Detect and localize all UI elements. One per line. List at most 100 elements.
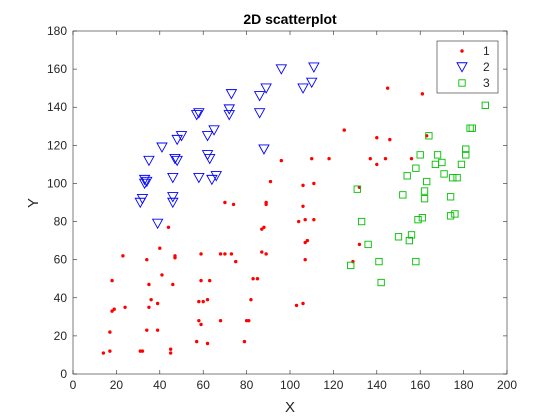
- data-point: [208, 278, 212, 283]
- data-point: [168, 347, 173, 351]
- data-point: [357, 242, 362, 247]
- data-point: [171, 282, 175, 287]
- data-point: [357, 217, 366, 226]
- y-tick-label: 160: [47, 62, 67, 76]
- data-point: [194, 339, 199, 344]
- data-point: [206, 174, 218, 186]
- data-point: [110, 278, 114, 283]
- data-point: [420, 187, 429, 195]
- legend-marker: [458, 79, 466, 87]
- x-tick-label: 160: [410, 378, 430, 392]
- data-point: [420, 92, 425, 96]
- data-point: [462, 151, 470, 159]
- data-point: [199, 252, 203, 256]
- data-point: [416, 151, 424, 159]
- data-point: [253, 91, 266, 102]
- x-tick-label: 140: [367, 378, 387, 392]
- data-point: [160, 273, 164, 277]
- data-point: [231, 202, 236, 207]
- data-point: [208, 125, 220, 136]
- data-point: [158, 246, 162, 250]
- data-point: [468, 124, 476, 132]
- series-2: [134, 62, 320, 230]
- data-point: [301, 183, 305, 188]
- data-point: [327, 156, 331, 161]
- data-point: [440, 170, 448, 178]
- data-point: [301, 204, 305, 209]
- data-point: [451, 210, 459, 218]
- legend-label: 2: [483, 60, 490, 74]
- data-point: [312, 181, 316, 186]
- data-point: [143, 155, 155, 167]
- data-point: [205, 297, 210, 302]
- data-point: [123, 305, 127, 310]
- data-point: [433, 151, 442, 159]
- data-point: [234, 259, 238, 264]
- data-point: [412, 257, 420, 266]
- data-point: [203, 153, 216, 165]
- data-point: [446, 193, 455, 201]
- data-point: [145, 257, 149, 262]
- data-point: [151, 218, 164, 230]
- data-point: [403, 172, 411, 180]
- data-point: [303, 257, 307, 262]
- data-point: [242, 339, 247, 344]
- data-point: [199, 278, 203, 283]
- data-point: [412, 164, 420, 172]
- data-point: [197, 318, 201, 323]
- legend-marker: [456, 62, 468, 73]
- data-point: [264, 252, 268, 256]
- data-point: [155, 301, 160, 306]
- data-point: [377, 278, 385, 287]
- data-point: [385, 86, 390, 90]
- data-point: [193, 108, 205, 119]
- data-point: [453, 174, 461, 182]
- x-tick-label: 40: [153, 378, 167, 392]
- data-point: [310, 156, 314, 161]
- data-point: [247, 318, 251, 323]
- series-3: [347, 101, 489, 287]
- y-tick-label: 80: [54, 215, 68, 229]
- data-point: [260, 250, 264, 254]
- data-point: [229, 252, 234, 256]
- y-tick-label: 140: [47, 100, 67, 114]
- data-point: [149, 297, 153, 302]
- data-point: [262, 225, 266, 229]
- data-point: [446, 212, 455, 220]
- y-tick-label: 180: [47, 24, 67, 38]
- data-point: [171, 134, 183, 146]
- data-point: [166, 225, 171, 229]
- data-point: [112, 307, 116, 311]
- y-tick-label: 60: [54, 253, 68, 267]
- data-point: [399, 191, 407, 199]
- data-point: [251, 277, 255, 281]
- data-point: [138, 178, 151, 190]
- data-point: [155, 328, 160, 332]
- data-point: [173, 254, 177, 258]
- data-point: [409, 156, 414, 161]
- data-point: [167, 173, 179, 184]
- data-point: [394, 233, 403, 241]
- data-point: [223, 104, 236, 115]
- data-point: [249, 297, 253, 302]
- data-point: [140, 349, 145, 353]
- data-point: [255, 277, 260, 281]
- data-point: [190, 110, 203, 121]
- data-point: [364, 240, 372, 249]
- data-point: [407, 231, 416, 239]
- data-point: [260, 83, 272, 94]
- legend-label: 3: [483, 76, 490, 90]
- data-point: [197, 299, 201, 304]
- data-point: [481, 101, 489, 109]
- data-point: [303, 217, 307, 222]
- data-point: [375, 162, 379, 167]
- data-point: [294, 303, 299, 308]
- data-point: [383, 156, 388, 161]
- data-point: [223, 110, 236, 121]
- plot-area: [72, 30, 508, 375]
- data-point: [147, 282, 151, 287]
- data-point: [462, 145, 470, 153]
- data-point: [347, 261, 355, 270]
- x-tick-label: 80: [240, 378, 254, 392]
